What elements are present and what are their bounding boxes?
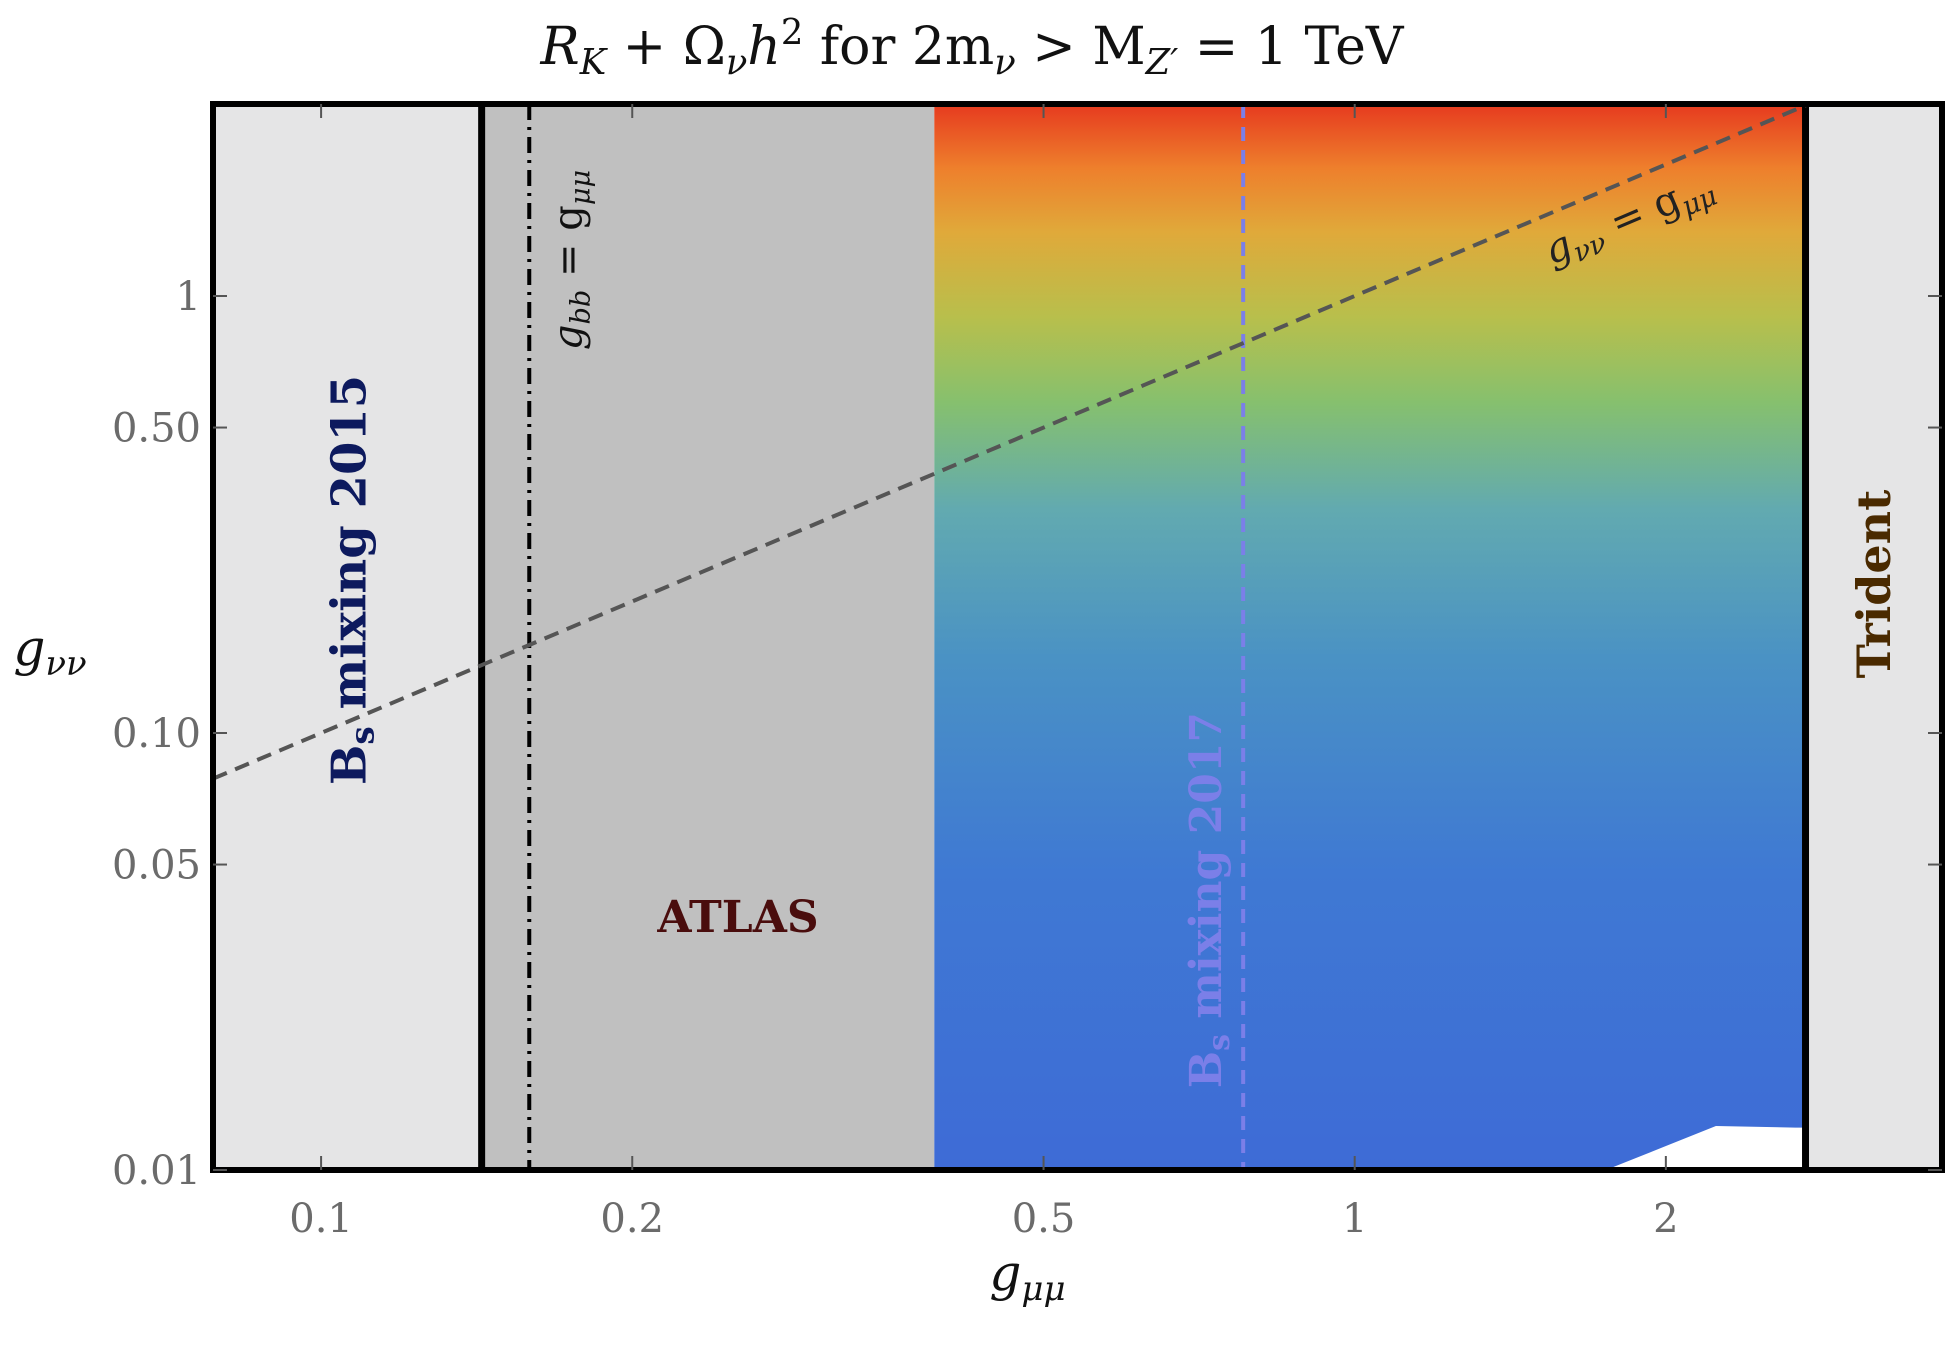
gnunu-equals-gmumu-line xyxy=(213,104,1814,781)
trident-label: Trident xyxy=(1847,489,1901,678)
bs-mixing-2015-region xyxy=(213,104,482,1170)
bs-mixing-2017-label: Bs mixing 2017 xyxy=(1181,712,1237,1088)
heatmap-excluded-corner xyxy=(1605,1126,1806,1170)
x-tick-label: 0.2 xyxy=(600,1196,664,1242)
y-tick-label: 0.10 xyxy=(112,711,201,757)
y-axis-ticks: 0.01 0.05 0.10 0.50 1 xyxy=(112,274,1942,1194)
y-tick-label: 0.50 xyxy=(112,406,201,452)
x-tick-label: 0.1 xyxy=(289,1196,353,1242)
y-tick-label: 1 xyxy=(176,274,201,320)
x-tick-label: 1 xyxy=(1342,1196,1367,1242)
y-axis-title: gνν xyxy=(13,619,86,684)
x-axis-ticks: 0.1 0.2 0.5 1 2 xyxy=(289,104,1679,1242)
atlas-region xyxy=(481,104,935,1170)
gbb-equals-gmumu-label: gbb = gμμ xyxy=(545,170,596,350)
heatmap-region xyxy=(934,104,1806,1170)
chart-title: RK + Ωνh2 for 2mν > MZ′ = 1 TeV xyxy=(540,12,1405,83)
plot-frame xyxy=(210,101,1945,1173)
atlas-label: ATLAS xyxy=(656,892,818,943)
plot-area xyxy=(213,104,1942,1170)
x-tick-label: 0.5 xyxy=(1012,1196,1076,1242)
x-tick-label: 2 xyxy=(1653,1196,1678,1242)
y-tick-label: 0.05 xyxy=(112,843,201,889)
bs-mixing-2015-label: Bs mixing 2015 xyxy=(321,375,381,785)
y-tick-label: 0.01 xyxy=(112,1148,201,1194)
trident-region xyxy=(1805,104,1942,1170)
x-axis-title: gμμ xyxy=(989,1244,1065,1309)
